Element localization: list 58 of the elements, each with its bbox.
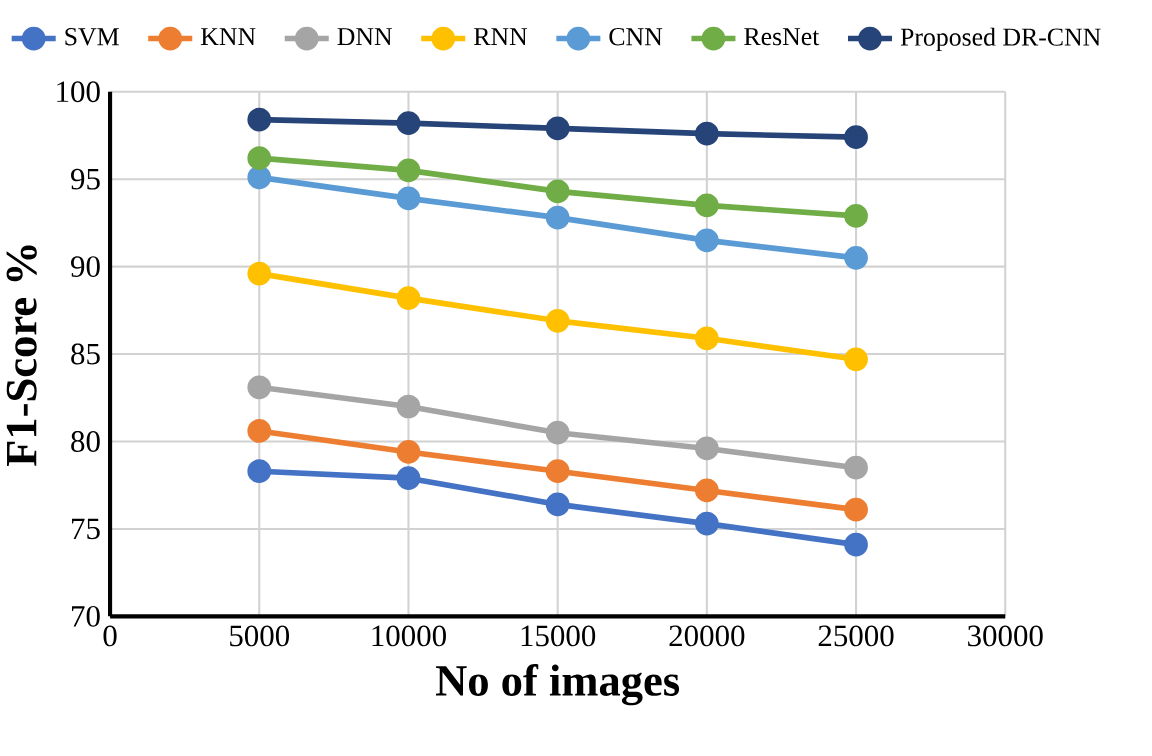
point: [247, 261, 272, 286]
point: [396, 158, 421, 183]
y-tick-label: 75: [72, 518, 100, 540]
y-tick-label: 95: [71, 168, 100, 190]
y-axis-title: F1-Score %: [6, 245, 37, 467]
legend-label: SVM: [65, 28, 119, 46]
x-tick-label: 20000: [669, 625, 745, 647]
point: [844, 125, 868, 150]
legend-label: CNN: [609, 28, 663, 46]
y-tick-label: 85: [71, 343, 100, 365]
y-tick-label: 70: [72, 606, 100, 627]
legend-label: RNN: [473, 28, 528, 46]
point: [844, 532, 868, 557]
x-tick-label: 15000: [521, 625, 596, 647]
legend-label: ResNet: [744, 28, 820, 46]
legend-label: DNN: [337, 28, 393, 46]
point: [396, 111, 421, 136]
point: [247, 107, 272, 132]
legend-label: Proposed DR-CNN: [900, 27, 1101, 52]
point: [396, 440, 421, 464]
legend-label: KNN: [200, 28, 256, 46]
point: [844, 497, 868, 522]
y-tick-label: 80: [71, 431, 100, 453]
point: [396, 186, 421, 211]
point: [396, 394, 421, 419]
point: [247, 375, 272, 400]
point: [844, 204, 868, 228]
point: [545, 205, 570, 230]
point: [694, 511, 719, 536]
point: [396, 466, 421, 491]
point: [694, 478, 719, 503]
point: [247, 459, 272, 484]
x-tick-label: 30000: [968, 625, 1043, 647]
x-tick-label: 0: [103, 625, 117, 647]
y-tick-label: 90: [71, 256, 100, 278]
point: [694, 193, 719, 218]
point: [694, 326, 719, 351]
x-tick-label: 10000: [372, 625, 446, 647]
point: [694, 228, 719, 253]
point: [844, 347, 868, 372]
point: [247, 146, 272, 171]
x-tick-label: 5000: [230, 625, 290, 647]
x-tick-label: 25000: [818, 625, 894, 647]
point: [694, 436, 719, 461]
x-axis-title: No of images: [435, 664, 680, 706]
point: [247, 165, 272, 190]
point: [247, 419, 272, 443]
point: [844, 246, 868, 270]
point: [545, 459, 570, 484]
point: [694, 121, 719, 146]
point: [545, 309, 570, 333]
point: [545, 420, 570, 445]
point: [396, 286, 421, 311]
y-tick-label: 100: [57, 81, 100, 103]
point: [545, 492, 570, 517]
point: [844, 455, 868, 480]
point: [545, 179, 570, 204]
point: [545, 116, 570, 141]
